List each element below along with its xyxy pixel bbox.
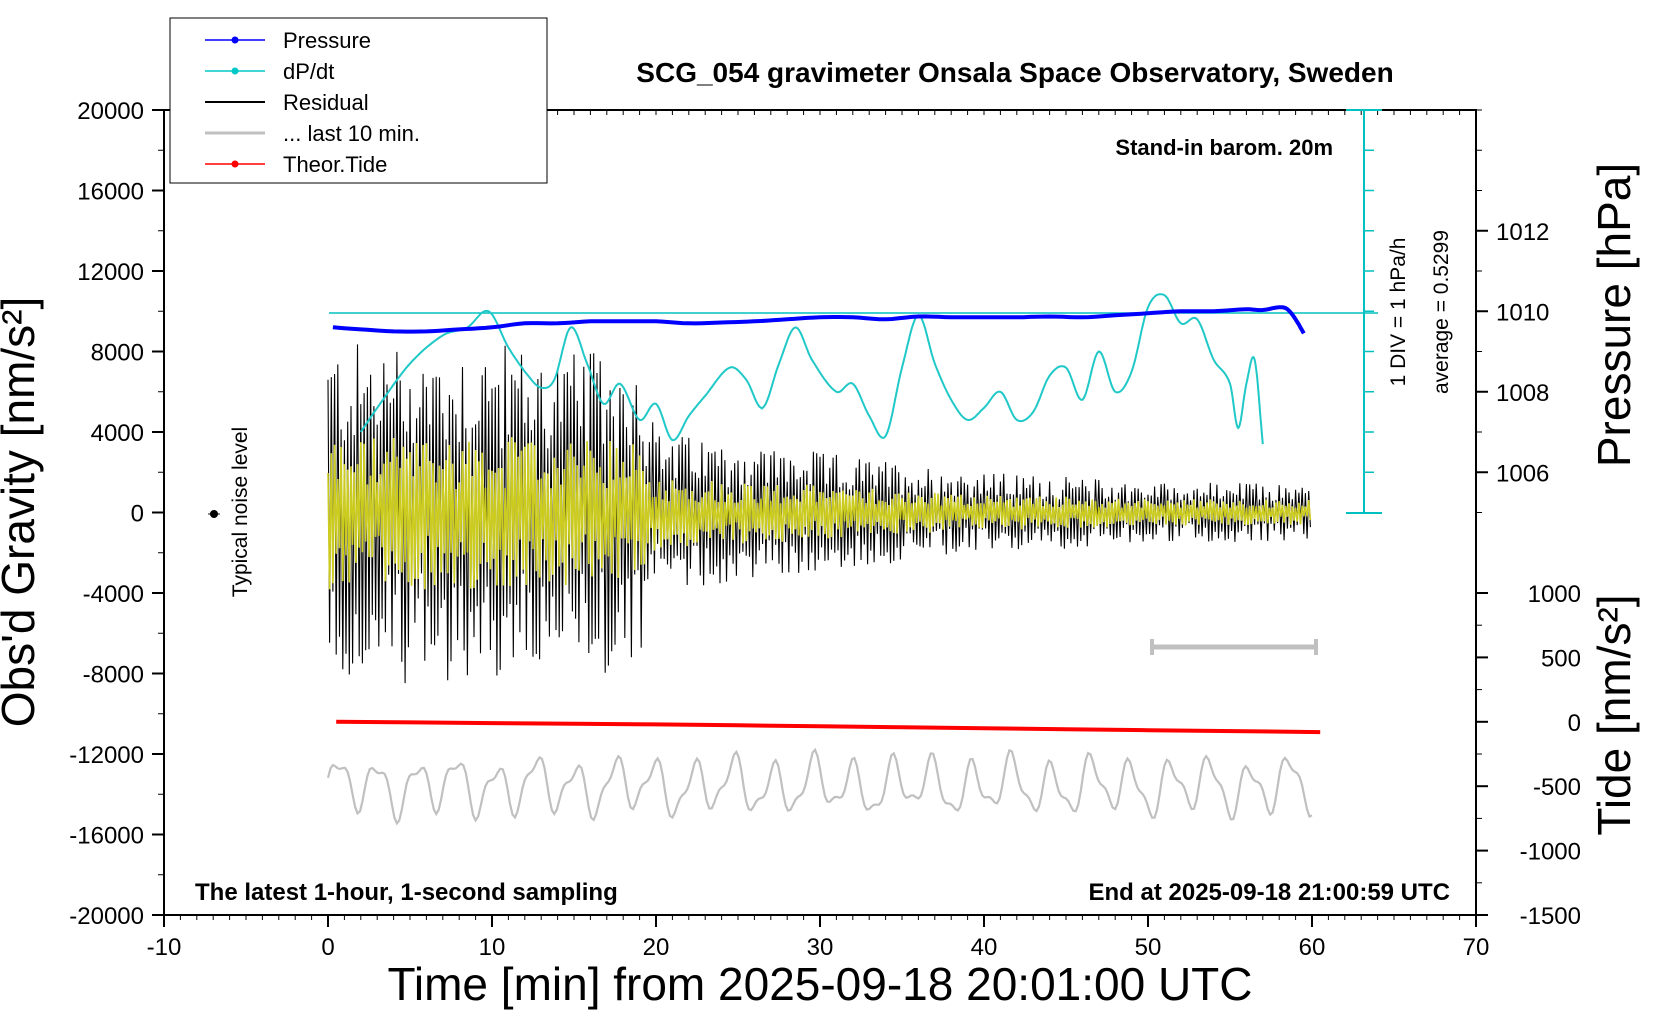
end-time-note: End at 2025-09-18 21:00:59 UTC xyxy=(1089,879,1451,906)
theor-tide-series-line xyxy=(336,719,1321,735)
y-gravity-tick-label: -12000 xyxy=(69,742,144,769)
x-tick-label: 30 xyxy=(807,934,834,961)
dpdt-series-line xyxy=(359,293,1264,445)
legend-marker-pressure xyxy=(231,36,239,44)
y-pressure-tick-label: 1006 xyxy=(1496,460,1549,487)
x-tick-label: 20 xyxy=(643,934,670,961)
legend-label-pressure: Pressure xyxy=(283,28,371,53)
pressure-series-line xyxy=(332,305,1306,335)
x-tick-label: 10 xyxy=(479,934,506,961)
legend-marker-theor-tide xyxy=(231,160,239,168)
y-axis-title-tide: Tide [nm/s²] xyxy=(1588,594,1640,835)
x-tick-label: 50 xyxy=(1135,934,1162,961)
y-tide-tick-label: -1000 xyxy=(1520,839,1581,866)
y-pressure-tick-label: 1010 xyxy=(1496,299,1549,326)
y-gravity-tick-label: 8000 xyxy=(91,340,144,367)
y-tide-tick-label: -1500 xyxy=(1520,903,1581,930)
x-tick-label: 70 xyxy=(1463,934,1490,961)
y-gravity-tick-label: -8000 xyxy=(83,662,144,689)
y-gravity-tick-label: 20000 xyxy=(77,98,144,125)
y-gravity-tick-label: -4000 xyxy=(83,581,144,608)
y-gravity-tick-label: -16000 xyxy=(69,823,144,850)
x-tick-label: 60 xyxy=(1299,934,1326,961)
y-tide-tick-label: -500 xyxy=(1533,774,1581,801)
legend-label-last-10-min: ... last 10 min. xyxy=(283,121,420,146)
residual-filtered-series-line xyxy=(327,437,1312,590)
y-gravity-tick-label: 4000 xyxy=(91,420,144,447)
y-tide-tick-label: 0 xyxy=(1568,710,1581,737)
stand-in-note: Stand-in barom. 20m xyxy=(1115,135,1333,160)
y-gravity-tick-label: 0 xyxy=(131,501,144,528)
x-tick-label: 40 xyxy=(971,934,998,961)
y-tide-tick-label: 500 xyxy=(1541,645,1581,672)
div-label: 1 DIV = 1 hPa/h xyxy=(1387,238,1410,387)
x-axis-title: Time [min] from 2025-09-18 20:01:00 UTC xyxy=(388,958,1253,1010)
y-pressure-tick-label: 1008 xyxy=(1496,380,1549,407)
noise-level-dot xyxy=(210,510,218,518)
legend-label-residual: Residual xyxy=(283,90,369,115)
y-gravity-tick-label: 12000 xyxy=(77,259,144,286)
y-tide-tick-label: 1000 xyxy=(1528,581,1581,608)
x-tick-label: 0 xyxy=(321,934,334,961)
legend-label-dpdt: dP/dt xyxy=(283,59,334,84)
noise-level-label: Typical noise level xyxy=(229,427,252,597)
chart-title: SCG_054 gravimeter Onsala Space Observat… xyxy=(636,57,1393,88)
legend-label-theor-tide: Theor.Tide xyxy=(283,152,387,177)
legend-box xyxy=(169,17,548,184)
latest-hour-note: The latest 1-hour, 1-second sampling xyxy=(195,879,618,906)
last-10-min-series-line xyxy=(326,747,1313,826)
legend-marker-dpdt xyxy=(231,67,239,75)
average-label: average = 0.5299 xyxy=(1430,230,1453,394)
x-tick-label: -10 xyxy=(147,934,182,961)
y-axis-title-gravity: Obs'd Gravity [nm/s²] xyxy=(0,297,44,728)
legend: Pressure dP/dt Residual ... last 10 min.… xyxy=(169,17,548,184)
y-axis-title-pressure: Pressure [hPa] xyxy=(1588,163,1640,467)
y-pressure-tick-label: 1012 xyxy=(1496,219,1549,246)
y-gravity-tick-label: -20000 xyxy=(69,903,144,930)
y-gravity-tick-label: 16000 xyxy=(77,179,144,206)
